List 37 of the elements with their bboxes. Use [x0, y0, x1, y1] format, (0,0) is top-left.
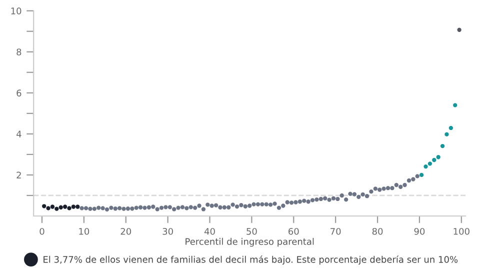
point	[436, 155, 440, 160]
x-tick-label: 30	[162, 228, 173, 235]
x-axis-title: Percentil de ingreso parental	[186, 238, 314, 247]
x-tick-label: 80	[372, 228, 383, 235]
point	[428, 162, 432, 166]
point	[444, 132, 449, 136]
x-tick-label: 40	[204, 228, 215, 235]
x-tick-label: 0	[40, 228, 44, 235]
y-tick-label: 8	[16, 48, 22, 56]
y-tick-label: 10	[11, 8, 22, 14]
legend-label: El 3,77% de ellos vienen de familias del decil más bajo. Este porcentaje debería ser un 10%	[44, 255, 458, 265]
point	[50, 204, 55, 209]
point	[448, 126, 454, 130]
x-tick-label: 70	[330, 228, 341, 235]
y-tick-label: 4	[16, 130, 22, 138]
x-tick-label: 100	[454, 228, 470, 235]
point	[67, 206, 72, 210]
x-tick-label: 10	[79, 228, 90, 235]
point	[440, 144, 445, 148]
point	[419, 172, 424, 178]
point	[453, 103, 458, 108]
point	[76, 204, 80, 209]
y-tick-label: 6	[16, 90, 22, 96]
x-tick-label: 20	[120, 228, 132, 235]
point	[46, 206, 50, 210]
point	[62, 204, 68, 209]
point	[58, 205, 63, 210]
y-tick-label: 2	[16, 172, 21, 178]
point	[457, 28, 462, 32]
point	[424, 164, 428, 169]
x-tick-label: 60	[288, 228, 299, 235]
x-tick-label: 90	[414, 228, 425, 235]
point	[71, 204, 76, 209]
x-tick-label: 50	[246, 228, 257, 235]
point	[54, 206, 59, 211]
point	[42, 204, 46, 208]
point	[432, 158, 436, 162]
